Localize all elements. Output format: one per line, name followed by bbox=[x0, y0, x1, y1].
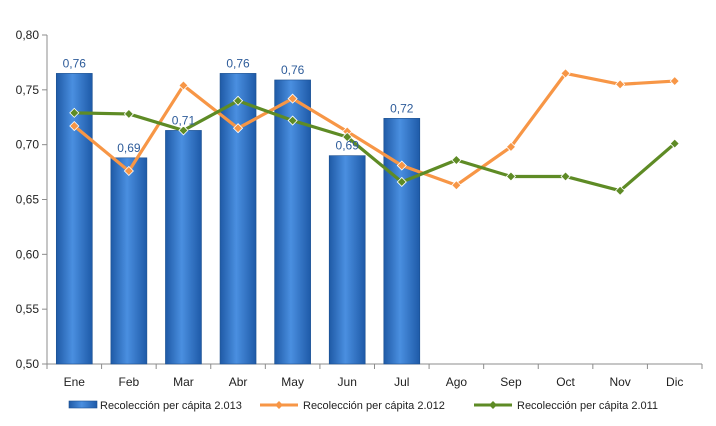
x-tick-label: Jun bbox=[338, 375, 357, 389]
legend-swatch bbox=[68, 400, 98, 409]
x-tick-label: Feb bbox=[119, 375, 140, 389]
bar bbox=[328, 155, 366, 365]
bar-value-label: 0,76 bbox=[226, 56, 250, 70]
x-tick-label: Dic bbox=[666, 375, 683, 389]
legend-label: Recolección per cápita 2.013 bbox=[100, 400, 242, 412]
series-point bbox=[123, 165, 134, 177]
series-point bbox=[232, 95, 244, 106]
legend-marker bbox=[489, 401, 497, 409]
series-line bbox=[72, 99, 677, 193]
series-point bbox=[615, 79, 626, 90]
series-point bbox=[560, 171, 571, 182]
x-tick-label: Nov bbox=[609, 375, 630, 389]
series-point bbox=[451, 180, 462, 191]
series-point bbox=[69, 107, 80, 118]
series-point bbox=[396, 176, 407, 188]
x-tick-label: Jul bbox=[394, 375, 409, 389]
legend: Recolección per cápita 2.013 Recolección … bbox=[68, 400, 658, 412]
series-line bbox=[72, 71, 677, 187]
y-tick-label: 0,75 bbox=[16, 83, 40, 97]
bar-value-label: 0,71 bbox=[172, 113, 196, 127]
bar bbox=[383, 118, 421, 365]
y-axis: 0,50 0,55 0,60 0,65 0,70 0,75 0,80 bbox=[16, 28, 48, 371]
x-tick-label: Sep bbox=[500, 375, 522, 389]
x-tick-label: Oct bbox=[556, 375, 575, 389]
series-point bbox=[615, 185, 626, 196]
series-point bbox=[451, 154, 462, 166]
legend-marker bbox=[275, 401, 283, 409]
lines bbox=[69, 68, 680, 196]
series-point bbox=[287, 115, 298, 126]
y-tick-label: 0,65 bbox=[16, 193, 40, 207]
x-tick-label: Mar bbox=[173, 375, 194, 389]
x-axis: Ene Feb Mar Abr May Jun Jul Ago Sep Oct Nov Dic bbox=[46, 363, 703, 389]
y-tick-label: 0,70 bbox=[16, 138, 40, 152]
series-point bbox=[342, 131, 353, 143]
x-tick-label: Abr bbox=[229, 375, 248, 389]
series-point bbox=[396, 160, 407, 171]
bar bbox=[110, 157, 148, 365]
series-point bbox=[560, 68, 571, 79]
bar-value-label: 0,76 bbox=[63, 56, 87, 70]
series-point bbox=[123, 108, 134, 120]
series-point bbox=[669, 138, 680, 149]
series-point bbox=[69, 120, 80, 132]
series-point bbox=[287, 93, 298, 104]
bar-value-label: 0,69 bbox=[336, 139, 360, 153]
bar-labels: 0,76 0,69 0,71 0,76 0,76 0,69 0,72 bbox=[63, 56, 414, 154]
series-point bbox=[232, 123, 244, 134]
y-tick-label: 0,60 bbox=[16, 247, 40, 261]
bar-value-label: 0,76 bbox=[281, 63, 305, 77]
bars bbox=[55, 73, 421, 365]
y-tick-label: 0,50 bbox=[16, 357, 40, 371]
x-tick-label: Ago bbox=[446, 375, 468, 389]
x-tick-label: May bbox=[281, 375, 304, 389]
y-tick-label: 0,55 bbox=[16, 302, 40, 316]
bar-value-label: 0,69 bbox=[117, 141, 141, 155]
legend-label: Recolección per cápita 2.011 bbox=[517, 400, 658, 412]
y-tick-label: 0,80 bbox=[16, 28, 40, 42]
x-tick-label: Ene bbox=[64, 375, 86, 389]
bar bbox=[165, 130, 202, 365]
bar bbox=[274, 79, 311, 365]
series-point bbox=[178, 125, 189, 136]
bar-value-label: 0,72 bbox=[390, 101, 414, 115]
series-point bbox=[505, 171, 517, 182]
legend-label: Recolección per cápita 2.012 bbox=[303, 400, 445, 412]
series-point bbox=[669, 75, 680, 87]
series-point bbox=[178, 80, 189, 91]
series-point bbox=[505, 141, 517, 152]
